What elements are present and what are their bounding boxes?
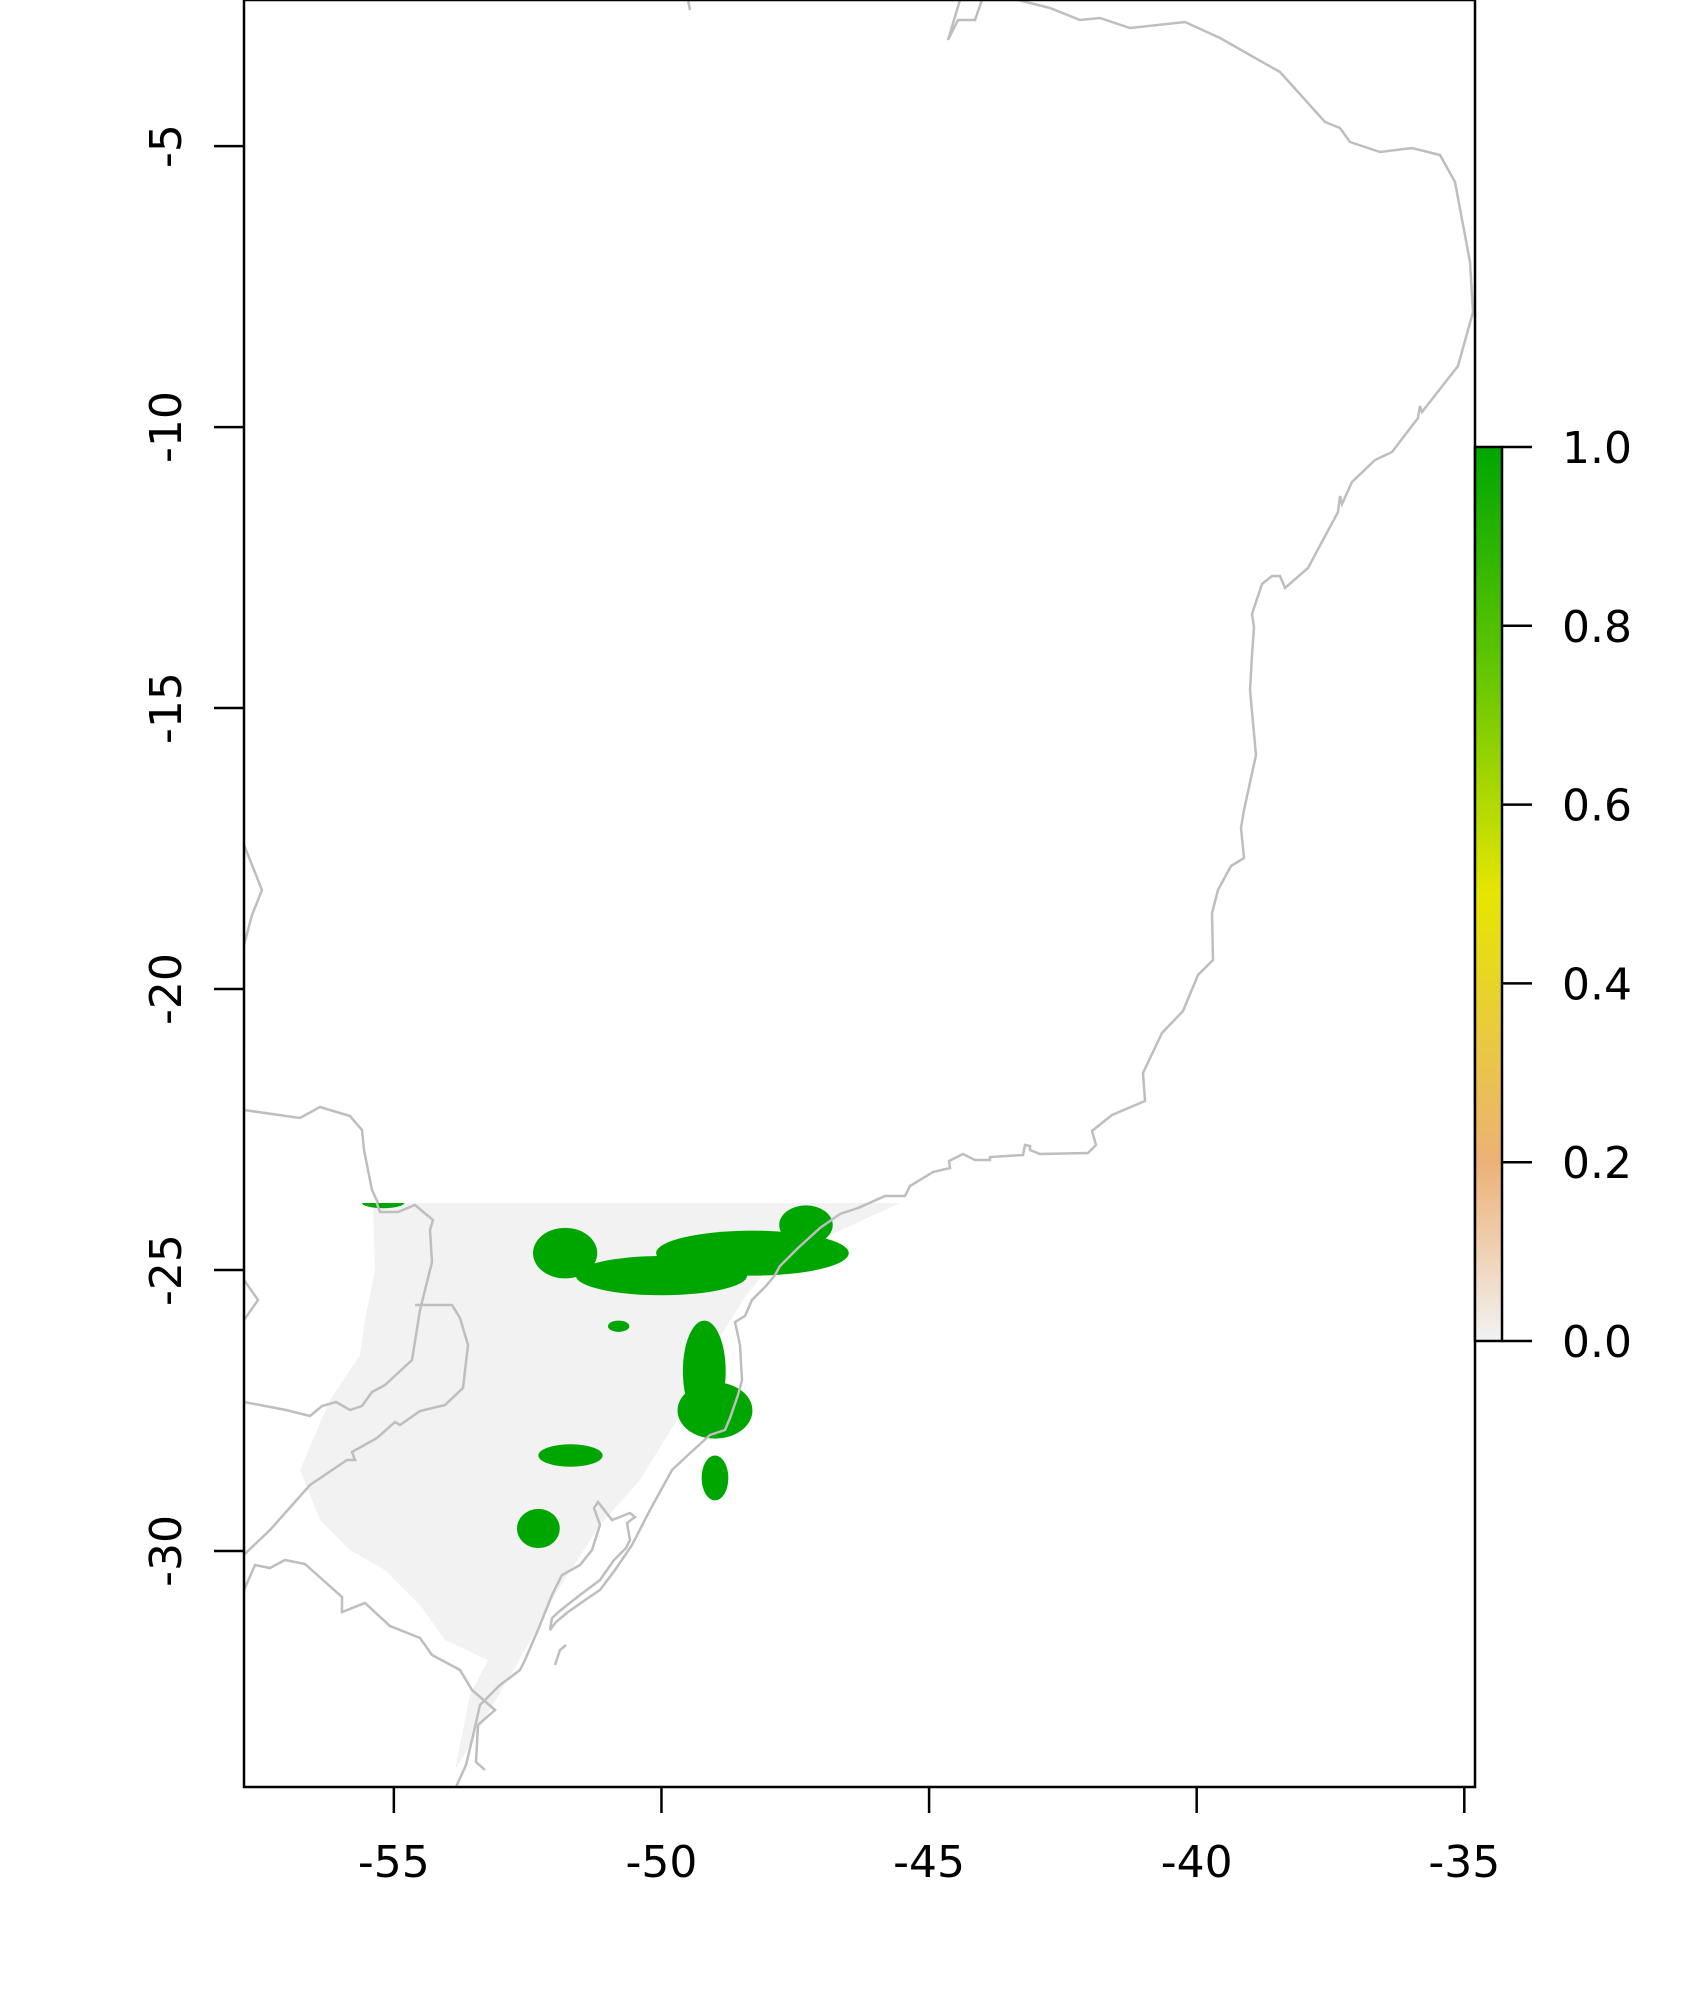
suitable-area-7 bbox=[701, 1455, 729, 1501]
estuary-1 bbox=[553, 1644, 567, 1666]
y-tick-label: -20 bbox=[141, 953, 192, 1025]
x-tick-label: -55 bbox=[358, 1837, 430, 1888]
x-tick-label: -35 bbox=[1428, 1837, 1500, 1888]
suitable-area-8 bbox=[516, 1508, 560, 1549]
suitable-area-6 bbox=[677, 1382, 753, 1439]
x-axis: -55 -50 -45 -40 -35 bbox=[358, 1787, 1500, 1888]
legend-colorbar bbox=[1473, 445, 1504, 1343]
legend-tick-label: 0.2 bbox=[1562, 1138, 1632, 1189]
suitable-area-4 bbox=[779, 1205, 833, 1245]
suitable-area-layer bbox=[361, 1196, 849, 1549]
y-tick-label: -10 bbox=[141, 391, 192, 463]
suitable-area-9 bbox=[538, 1444, 603, 1467]
x-tick-label: -50 bbox=[626, 1837, 698, 1888]
legend-ticks: 0.0 0.2 0.4 0.6 0.8 1.0 bbox=[1502, 423, 1632, 1368]
x-tick-label: -40 bbox=[1161, 1837, 1233, 1888]
border-line-3 bbox=[244, 1558, 497, 1771]
border-line-2 bbox=[244, 1303, 470, 1570]
y-axis: -5 -10 -15 -20 -25 -30 bbox=[141, 124, 244, 1587]
y-tick-label: -25 bbox=[141, 1234, 192, 1306]
legend-tick-label: 0.0 bbox=[1562, 1317, 1632, 1368]
legend-tick-label: 0.4 bbox=[1562, 959, 1632, 1010]
suitable-area-2 bbox=[575, 1255, 748, 1296]
suitable-area-3 bbox=[533, 1227, 598, 1279]
country-borders-top bbox=[244, 0, 1475, 1210]
suitable-area-11 bbox=[607, 1320, 630, 1332]
legend-tick-label: 0.6 bbox=[1562, 781, 1632, 832]
x-tick-label: -45 bbox=[893, 1837, 965, 1888]
legend-tick-label: 0.8 bbox=[1562, 602, 1632, 653]
no-data-mask bbox=[244, 0, 1475, 1203]
raster-zero-region bbox=[300, 1203, 900, 1770]
y-tick-label: -15 bbox=[141, 672, 192, 744]
legend-tick-label: 1.0 bbox=[1562, 423, 1632, 474]
y-tick-label: -5 bbox=[141, 124, 192, 168]
y-tick-label: -30 bbox=[141, 1515, 192, 1587]
